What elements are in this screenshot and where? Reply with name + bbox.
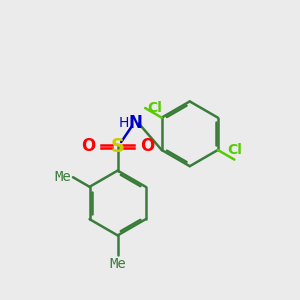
Text: Me: Me (109, 257, 126, 272)
Text: Cl: Cl (148, 101, 162, 115)
Text: O: O (140, 137, 154, 155)
Text: N: N (128, 115, 142, 133)
Text: O: O (81, 137, 95, 155)
Text: S: S (111, 137, 124, 156)
Text: Me: Me (54, 169, 70, 184)
Text: H: H (119, 116, 129, 130)
Text: Cl: Cl (227, 142, 242, 157)
